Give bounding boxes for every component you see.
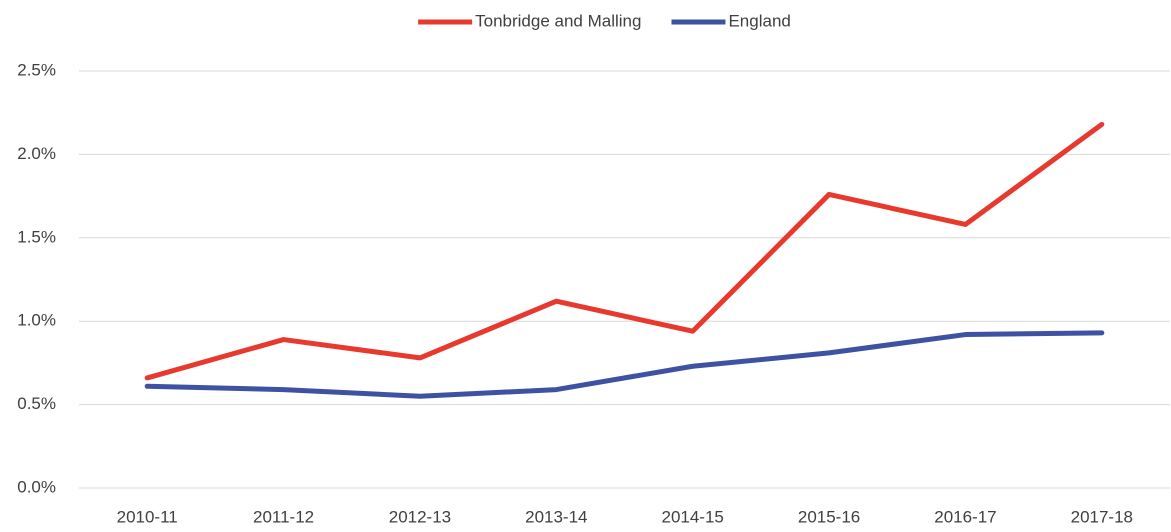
x-tick-label: 2011-12 <box>253 507 314 526</box>
x-tick-label: 2017-18 <box>1071 507 1133 526</box>
series-line <box>144 121 1105 381</box>
y-tick-label: 2.5% <box>17 60 56 79</box>
x-tick-label: 2010-11 <box>117 507 178 526</box>
series-line <box>144 330 1105 399</box>
y-tick-label: 0.0% <box>17 477 56 496</box>
y-tick-label: 1.0% <box>17 311 56 330</box>
legend-label: Tonbridge and Malling <box>475 11 641 30</box>
x-tick-label: 2012-13 <box>389 507 451 526</box>
x-tick-label: 2013-14 <box>525 507 587 526</box>
x-tick-label: 2016-17 <box>934 507 996 526</box>
legend-label: England <box>728 11 790 30</box>
y-tick-label: 0.5% <box>17 394 56 413</box>
x-tick-label: 2014-15 <box>661 507 723 526</box>
y-tick-label: 1.5% <box>17 227 56 246</box>
y-tick-label: 2.0% <box>17 144 56 163</box>
x-tick-label: 2015-16 <box>798 507 860 526</box>
